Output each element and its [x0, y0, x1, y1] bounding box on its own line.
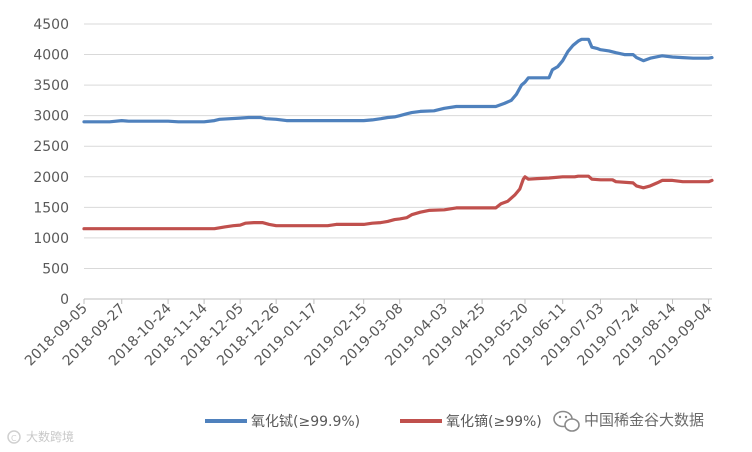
legend-label-dysprosium: 氧化镝(≥99%)	[446, 413, 542, 430]
x-axis-labels: 2018-09-052018-09-272018-10-242018-11-14…	[22, 300, 715, 369]
svg-text:C: C	[11, 434, 17, 443]
y-tick-label: 2500	[33, 139, 69, 155]
y-tick-label: 0	[60, 292, 69, 308]
wechat-icon	[553, 410, 580, 432]
y-tick-label: 1500	[33, 200, 69, 216]
y-tick-label: 4000	[33, 48, 69, 64]
series-line-1	[82, 174, 714, 231]
y-tick-label: 3500	[33, 78, 69, 94]
watermark-left-text: 大数跨境	[26, 429, 74, 444]
legend-label-terbium: 氧化铽(≥99.9%)	[251, 414, 360, 430]
watermark-left: C 大数跨境	[7, 429, 74, 444]
series-line-0	[82, 37, 714, 124]
legend: 氧化铽(≥99.9%) 氧化镝(≥99%)	[205, 413, 542, 430]
y-tick-label: 2000	[33, 170, 69, 186]
y-tick-label: 4500	[33, 17, 69, 33]
series-lines	[82, 37, 714, 231]
y-tick-label: 500	[42, 261, 69, 277]
x-axis	[83, 298, 712, 304]
grid-lines	[84, 23, 712, 269]
logo-icon: C	[7, 430, 21, 444]
watermark-right-text: 中国稀金谷大数据	[584, 411, 704, 429]
y-axis-labels: 0 500 1000 1500 2000 2500 3000 3500 4000 4500	[33, 17, 69, 308]
y-tick-label: 1000	[33, 231, 69, 247]
y-tick-label: 3000	[33, 109, 69, 125]
watermark-right: 中国稀金谷大数据	[553, 410, 704, 432]
